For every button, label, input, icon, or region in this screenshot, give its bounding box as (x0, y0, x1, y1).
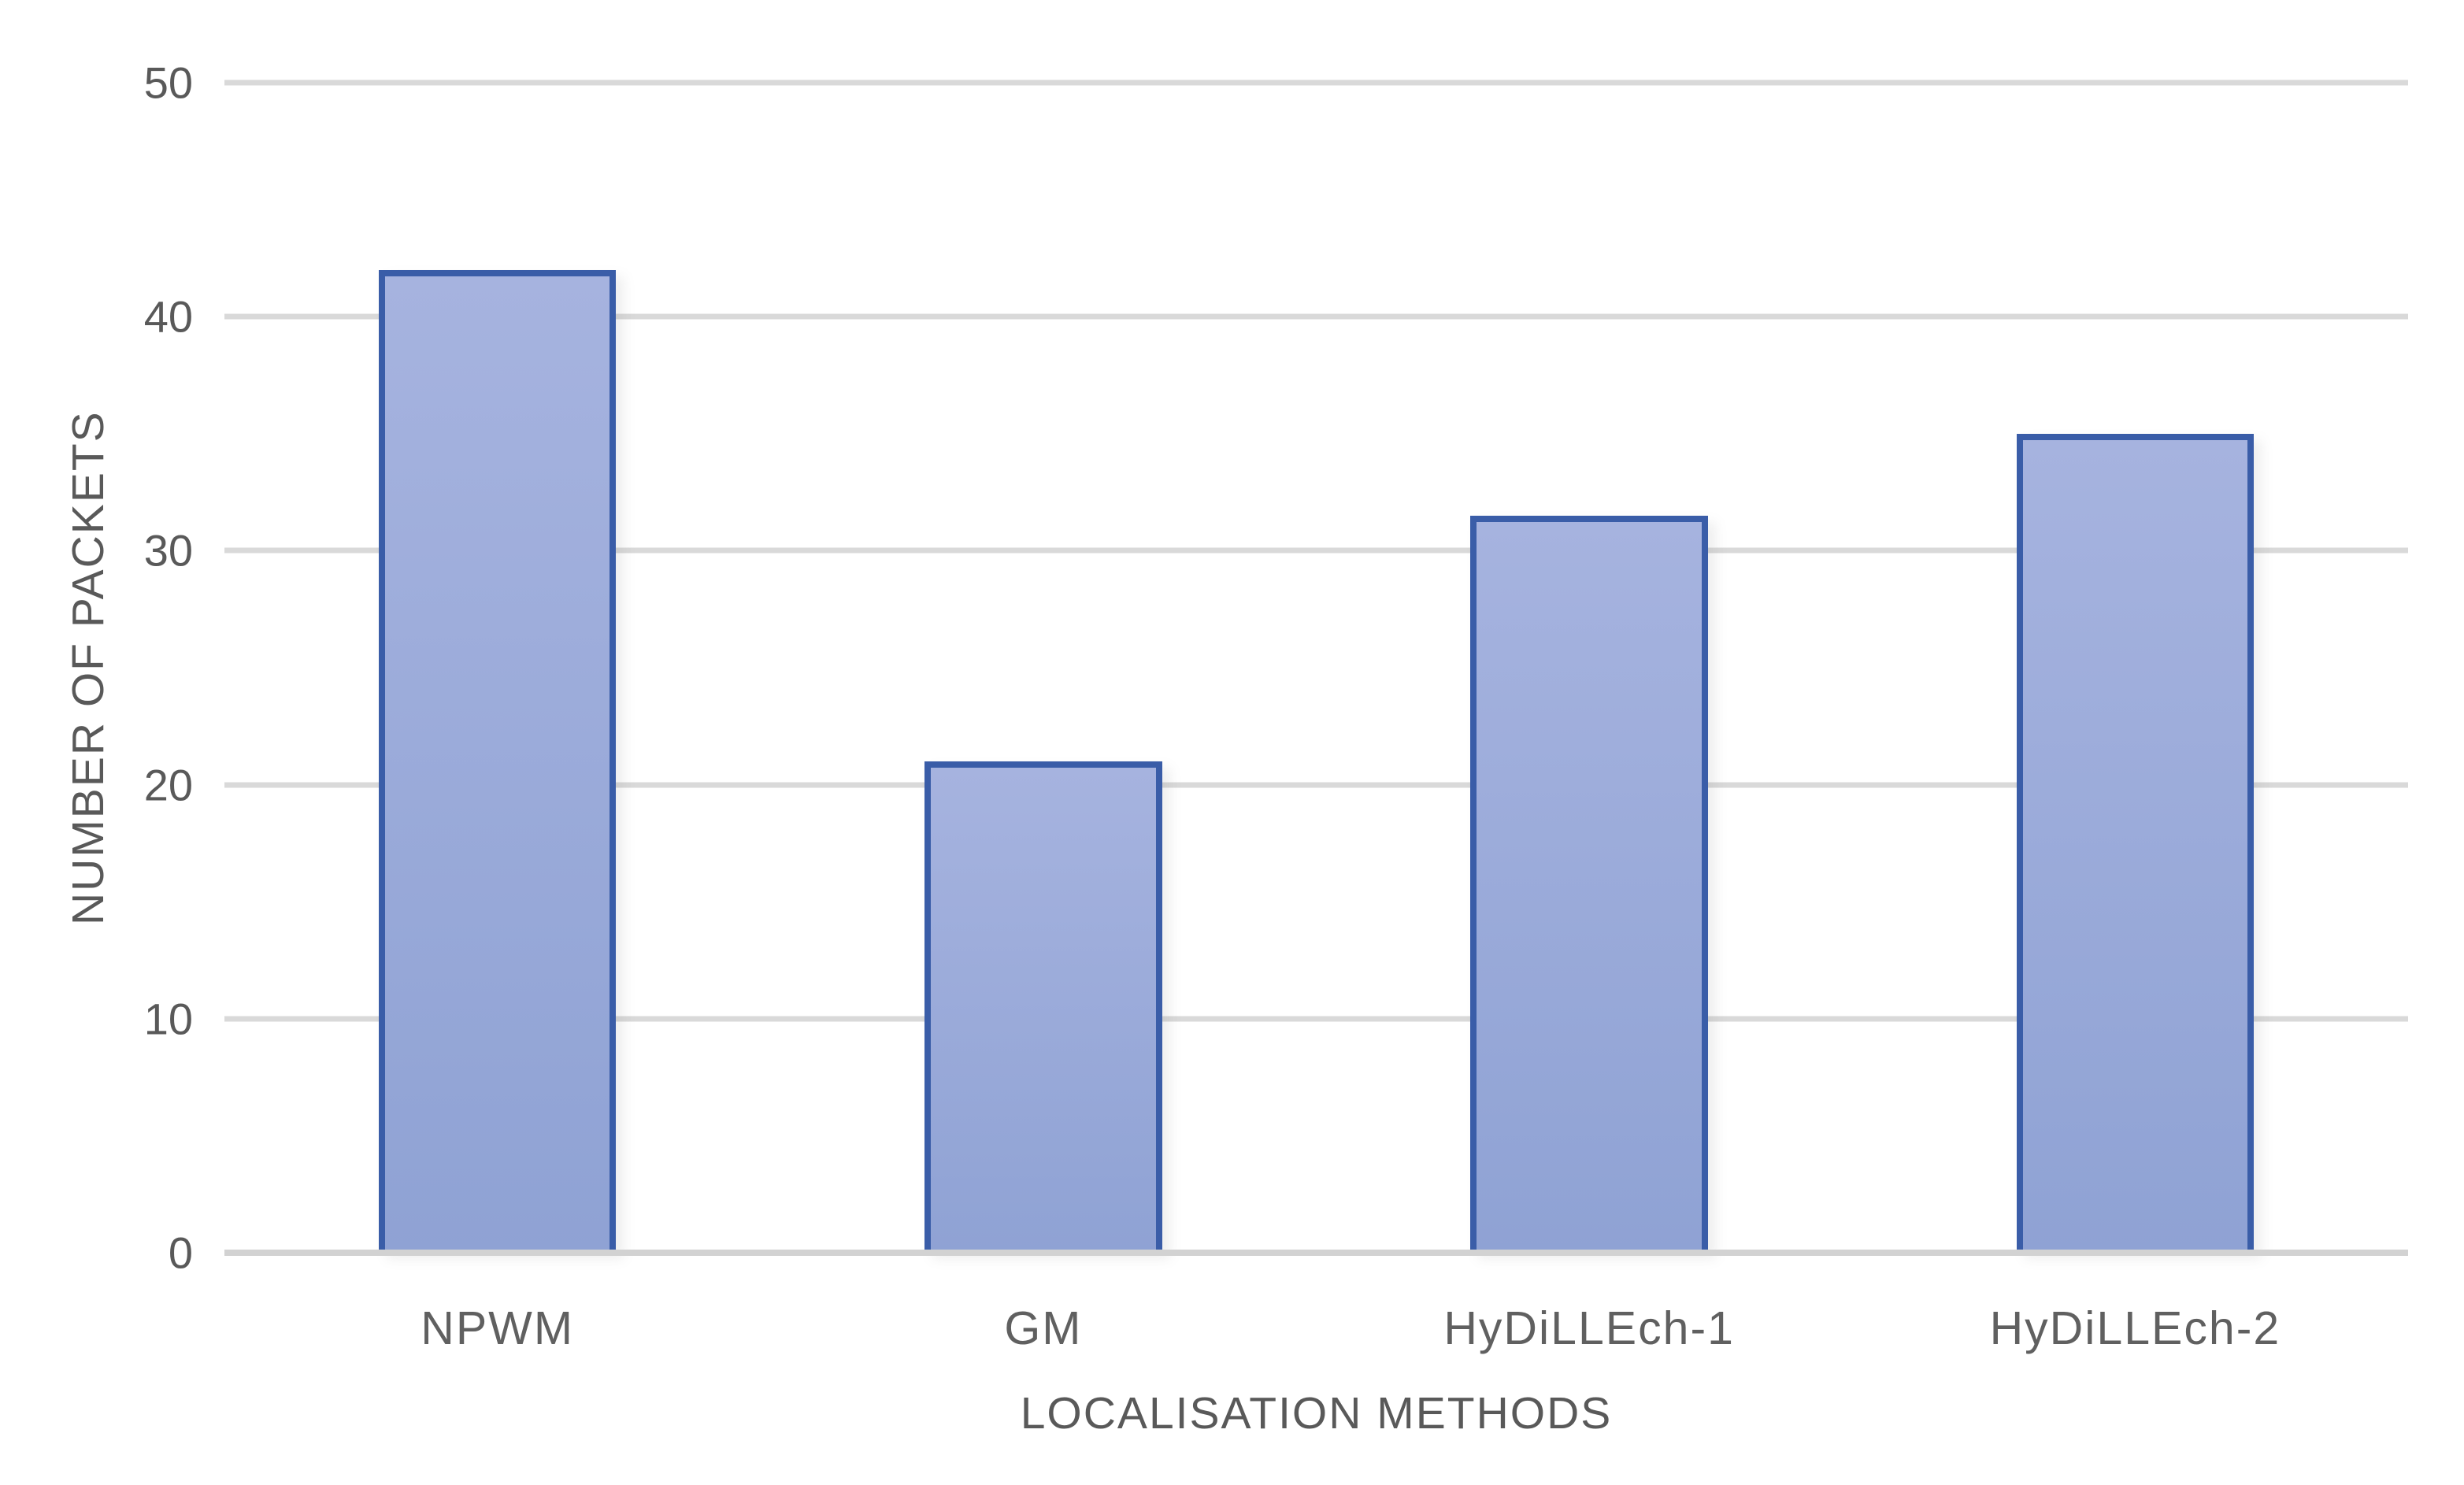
bar-slot-NPWM (224, 83, 770, 1253)
bar-HyDiLLEch-2 (2016, 433, 2255, 1253)
y-axis-tick-labels: 0 10 20 30 40 50 (0, 58, 193, 1278)
x-axis-title: LOCALISATION METHODS (1020, 1388, 1613, 1439)
x-tick-label-HyDiLLEch-2: HyDiLLEch-2 (1989, 1302, 2281, 1354)
x-axis-line (224, 1250, 2408, 1256)
bars-layer (224, 83, 2408, 1253)
gridline-10 (224, 1016, 2408, 1022)
gridline-20 (224, 782, 2408, 788)
y-tick-label-30: 30 (143, 525, 193, 576)
plot-area (224, 80, 2408, 1256)
bar-slot-HyDiLLEch-2 (1862, 83, 2408, 1253)
gridline-30 (224, 547, 2408, 554)
x-tick-label-GM: GM (1004, 1302, 1083, 1354)
bar-NPWM (378, 269, 617, 1253)
x-tick-label-HyDiLLEch-1: HyDiLLEch-1 (1443, 1302, 1735, 1354)
bar-slot-HyDiLLEch-1 (1317, 83, 1862, 1253)
bar-GM (924, 761, 1162, 1253)
x-tick-label-NPWM: NPWM (421, 1302, 575, 1354)
y-tick-label-10: 10 (143, 994, 193, 1044)
bar-slot-GM (770, 83, 1316, 1253)
y-tick-label-50: 50 (143, 57, 193, 108)
bar-HyDiLLEch-1 (1470, 515, 1708, 1253)
y-tick-label-0: 0 (168, 1228, 193, 1278)
gridline-40 (224, 313, 2408, 320)
x-axis-tick-labels: NPWM GM HyDiLLEch-1 HyDiLLEch-2 (224, 1285, 2408, 1372)
gridline-50 (224, 80, 2408, 86)
y-tick-label-40: 40 (143, 291, 193, 342)
y-tick-label-20: 20 (143, 760, 193, 810)
